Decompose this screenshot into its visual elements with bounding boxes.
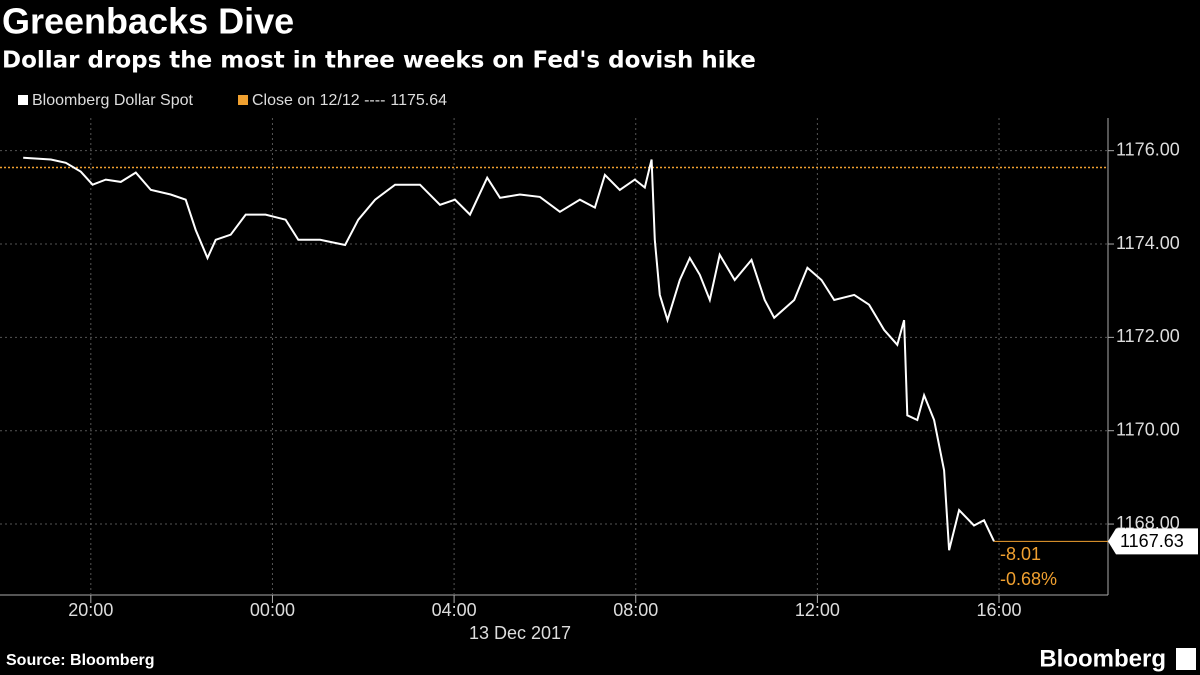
y-tick-label: 1172.00	[1116, 326, 1180, 346]
brand-icon	[1176, 648, 1196, 670]
y-tick-label: 1176.00	[1116, 139, 1180, 159]
x-tick-label: 16:00	[976, 600, 1021, 620]
legend-label: Bloomberg Dollar Spot	[32, 92, 194, 109]
last-value-box	[1108, 528, 1198, 555]
annotation: -8.01	[1000, 544, 1041, 564]
legend-swatch	[18, 95, 28, 105]
annotation: -0.68%	[1000, 569, 1057, 589]
x-tick-label: 08:00	[613, 600, 658, 620]
x-tick-label: 20:00	[68, 600, 113, 620]
last-value-label: 1167.63	[1120, 531, 1184, 551]
legend-swatch	[238, 95, 248, 105]
source: Source: Bloomberg	[6, 652, 154, 669]
chart-title: Greenbacks Dive	[2, 1, 294, 42]
x-tick-label: 04:00	[432, 600, 477, 620]
y-tick-label: 1168.00	[1116, 513, 1180, 533]
y-tick-label: 1174.00	[1116, 233, 1180, 253]
y-tick-label: 1170.00	[1116, 419, 1180, 439]
chart-subtitle: Dollar drops the most in three weeks on …	[2, 48, 756, 74]
series-line	[23, 156, 995, 551]
x-tick-label: 00:00	[250, 600, 295, 620]
x-date-label: 13 Dec 2017	[469, 623, 571, 643]
legend-label: Close on 12/12 ---- 1175.64	[252, 92, 447, 109]
legend-ref-value: 1175.64	[390, 92, 447, 109]
legend-ref-name: Close on 12/12 ----	[252, 92, 385, 109]
brand: Bloomberg	[1039, 645, 1166, 672]
x-tick-label: 12:00	[795, 600, 840, 620]
